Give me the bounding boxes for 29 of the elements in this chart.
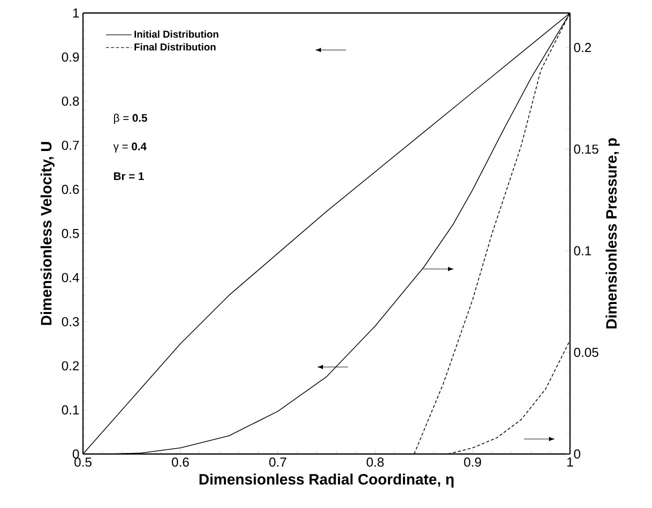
y-tick-label: 0.2	[62, 361, 79, 370]
annotation: γ = 0.4	[113, 142, 147, 152]
x-tick-label: 0.6	[172, 458, 189, 467]
legend-label: Final Distribution	[134, 43, 216, 51]
y-tick-label: 0.4	[62, 272, 80, 282]
y-tick-label: 0.7	[62, 140, 79, 150]
y2-tick-label: 0.15	[574, 144, 598, 154]
y-tick-label: 0.9	[62, 52, 79, 62]
x-tick-label: 0.8	[366, 458, 384, 467]
annotation: Br = 1	[114, 172, 144, 180]
x-tick-label: 0.7	[269, 458, 286, 467]
y-axis-title: Dimensionless Velocity, U	[40, 142, 55, 325]
x-tick-label: 1	[567, 458, 573, 466]
y2-tick-label: 0	[574, 449, 580, 459]
y-tick-label: 0.1	[62, 405, 79, 414]
y2-tick-label: 0.1	[574, 246, 591, 256]
y-tick-label: 0.3	[62, 317, 79, 326]
annotation: β = 0.5	[114, 114, 148, 124]
y2-tick-label: 0.05	[574, 348, 598, 357]
x-tick-label: 0.9	[464, 458, 482, 467]
y-tick-label: 0.8	[62, 96, 79, 106]
y2-tick-label: 0.2	[574, 42, 591, 52]
y-tick-label: 1	[73, 8, 79, 18]
legend-label: Initial Distribution	[134, 30, 218, 38]
y2-axis-title: Dimensionless Pressure, p	[606, 138, 620, 328]
y-tick-label: 0.5	[62, 228, 79, 238]
y-tick-label: 0	[72, 449, 79, 459]
y-tick-label: 0.6	[62, 184, 79, 194]
x-axis-title: Dimensionless Radial Coordinate, η	[200, 474, 454, 488]
